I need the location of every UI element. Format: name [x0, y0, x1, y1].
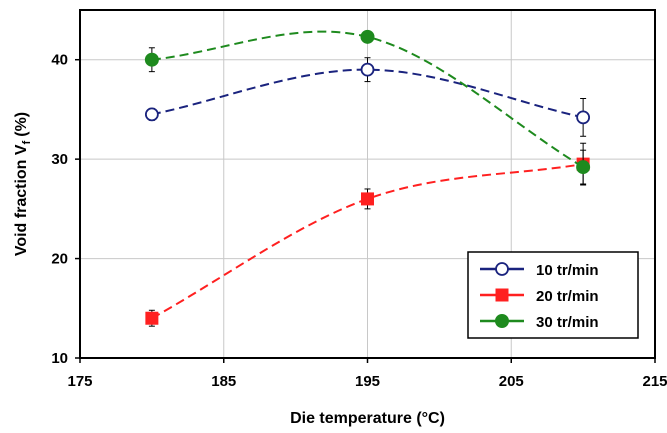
x-tick-label: 175 — [67, 373, 92, 390]
data-point — [576, 160, 591, 175]
legend-label: 30 tr/min — [536, 314, 599, 331]
data-point — [576, 110, 591, 125]
series-0 — [144, 57, 591, 137]
y-tick-label: 10 — [51, 350, 68, 367]
x-axis: 175 185 195 205 215 — [67, 358, 667, 390]
y-tick-label: 30 — [51, 151, 68, 168]
data-point — [360, 29, 375, 44]
y-axis-title-unit: (%) — [13, 112, 30, 137]
legend-marker — [495, 262, 509, 276]
legend-label: 20 tr/min — [536, 288, 599, 305]
y-axis: 10 20 30 40 — [51, 52, 80, 367]
y-axis-title-subscript: f — [21, 140, 33, 144]
y-axis-title-main: Void fraction V — [13, 144, 30, 256]
series-layer — [144, 29, 591, 327]
y-axis-title: Void fraction Vf (%) — [13, 112, 33, 256]
legend: 10 tr/min 20 tr/min 30 tr/min — [467, 251, 639, 339]
legend-marker — [495, 288, 509, 302]
data-point — [361, 192, 374, 206]
y-tick-label: 40 — [51, 52, 68, 69]
x-tick-label: 215 — [642, 373, 667, 390]
data-point — [144, 52, 159, 67]
data-point — [145, 311, 159, 325]
legend-label: 10 tr/min — [536, 262, 599, 279]
series-2 — [144, 29, 591, 185]
data-point — [144, 107, 159, 122]
series-line — [151, 68, 584, 119]
legend-marker — [495, 314, 509, 328]
x-tick-label: 195 — [355, 373, 380, 390]
x-tick-label: 185 — [211, 373, 236, 390]
x-tick-label: 205 — [499, 373, 524, 390]
data-point — [360, 62, 375, 77]
x-axis-title: Die temperature (°C) — [290, 410, 445, 427]
y-tick-label: 20 — [51, 251, 68, 268]
